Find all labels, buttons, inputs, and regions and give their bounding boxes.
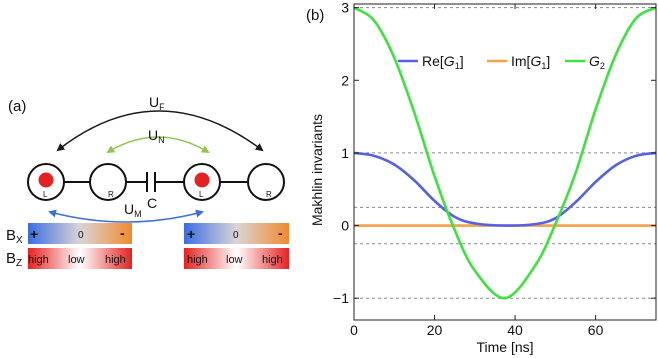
series-line-re-g1- bbox=[353, 151, 657, 227]
uf-arrow bbox=[56, 110, 264, 152]
bz-high-left: high bbox=[187, 254, 208, 266]
series-layer bbox=[353, 6, 657, 300]
dot-3-label: L bbox=[199, 190, 204, 199]
bz-high-right: high bbox=[105, 254, 126, 266]
electron-icon bbox=[194, 172, 210, 188]
bx-zero: 0 bbox=[233, 230, 239, 241]
bz-high-right: high bbox=[262, 254, 283, 266]
x-axis-label: Time [ns] bbox=[476, 339, 533, 355]
un-label: UN bbox=[148, 127, 165, 145]
bx-plus: + bbox=[30, 226, 38, 242]
reference-lines bbox=[354, 7, 656, 299]
y-tick-label-4: 3 bbox=[341, 0, 349, 16]
y-tick-label-3: 2 bbox=[341, 72, 349, 88]
um-label: UM bbox=[124, 201, 142, 219]
un-arrow bbox=[106, 136, 210, 154]
y-tick-label-2: 1 bbox=[341, 145, 349, 161]
panel-b-label: (b) bbox=[306, 7, 324, 24]
electron-icon bbox=[38, 172, 54, 188]
dot-1-label: L bbox=[43, 190, 48, 199]
bz-low: low bbox=[68, 254, 85, 266]
bx-plus: + bbox=[187, 226, 195, 242]
capacitor-label: C bbox=[147, 195, 157, 211]
panel-a-label: (a) bbox=[8, 98, 26, 115]
dot-2: R bbox=[89, 163, 127, 201]
legend-label-1: Im[G1] bbox=[511, 53, 550, 71]
y-tick-label-0: −1 bbox=[333, 290, 349, 306]
bx-bar-right bbox=[184, 223, 289, 244]
bz-high-left: high bbox=[28, 254, 49, 266]
panel-a: (a) UF UN C L R L R bbox=[6, 94, 289, 269]
bx-label: BX bbox=[6, 227, 23, 246]
dot-1: L bbox=[27, 163, 65, 201]
bz-bar-left bbox=[28, 248, 132, 269]
x-tick-label-1: 20 bbox=[427, 322, 443, 338]
x-tick-label-2: 40 bbox=[507, 322, 523, 338]
bz-label: BZ bbox=[6, 250, 22, 269]
bx-minus: - bbox=[120, 225, 125, 241]
bx-bar-left bbox=[28, 223, 132, 244]
dot-4-label: R bbox=[266, 190, 272, 199]
bx-minus: - bbox=[278, 225, 283, 241]
bx-zero: 0 bbox=[78, 230, 84, 241]
plot-frame bbox=[353, 3, 657, 321]
x-tick-label-0: 0 bbox=[350, 322, 358, 338]
dot-3: L bbox=[183, 163, 221, 201]
legend-label-0: Re[G1] bbox=[422, 53, 464, 71]
dot-2-label: R bbox=[108, 190, 114, 199]
bz-low: low bbox=[226, 254, 243, 266]
y-axis-label: Makhlin invariants bbox=[309, 114, 325, 226]
x-tick-label-3: 60 bbox=[588, 322, 604, 338]
um-arrow bbox=[48, 209, 204, 223]
uf-label: UF bbox=[149, 94, 165, 112]
legend: Re[G1] Im[G1] G2 bbox=[398, 53, 605, 71]
series-line-g2 bbox=[353, 6, 657, 300]
y-tick-label-1: 0 bbox=[341, 218, 349, 234]
legend-label-2: G2 bbox=[589, 53, 605, 71]
bz-bar-right bbox=[184, 248, 289, 269]
dot-4: R bbox=[247, 163, 285, 201]
